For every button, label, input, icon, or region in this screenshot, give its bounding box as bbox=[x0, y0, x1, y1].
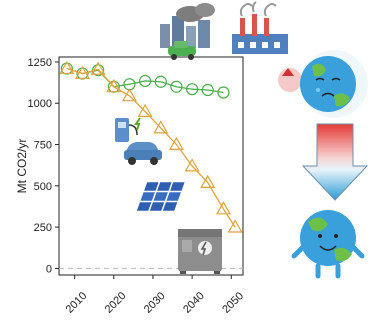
data-point bbox=[139, 74, 152, 88]
y-tick-label: 1250 bbox=[28, 57, 52, 69]
data-point bbox=[200, 174, 216, 188]
data-point bbox=[154, 75, 167, 88]
data-point bbox=[227, 219, 243, 233]
data-point bbox=[137, 103, 153, 117]
data-point bbox=[90, 61, 106, 75]
y-tick-label: 500 bbox=[34, 181, 52, 193]
data-point bbox=[168, 136, 184, 151]
x-tick-label: 2030 bbox=[142, 290, 168, 316]
downward-arrow-icon bbox=[301, 123, 369, 201]
data-point bbox=[186, 83, 199, 96]
data-point bbox=[121, 88, 138, 102]
data-point bbox=[106, 79, 122, 93]
x-tick-label: 2020 bbox=[103, 290, 129, 316]
data-point bbox=[217, 86, 230, 99]
battery-storage-icon bbox=[178, 229, 222, 274]
sad-earth-icon bbox=[278, 50, 368, 118]
x-tick-label: 2010 bbox=[64, 290, 90, 316]
factory-icon bbox=[232, 1, 288, 54]
y-axis-label: Mt CO2/yr bbox=[15, 139, 29, 194]
x-tick-label: 2040 bbox=[181, 290, 207, 316]
cityscape-icon bbox=[160, 3, 215, 60]
data-point bbox=[170, 80, 183, 93]
data-point bbox=[59, 60, 75, 75]
data-point bbox=[74, 65, 91, 79]
y-tick-label: 0 bbox=[46, 263, 52, 275]
happy-earth-icon bbox=[291, 210, 365, 279]
data-point bbox=[215, 201, 231, 215]
y-tick-label: 250 bbox=[34, 222, 52, 234]
solar-panel-icon bbox=[136, 181, 186, 212]
data-point bbox=[201, 83, 214, 97]
data-point bbox=[153, 120, 169, 134]
ev-charging-icon bbox=[115, 117, 162, 165]
series-layer bbox=[59, 60, 243, 233]
data-point bbox=[184, 158, 200, 172]
x-tick-label: 2050 bbox=[220, 290, 246, 316]
y-tick-label: 750 bbox=[34, 140, 52, 152]
y-tick-label: 1000 bbox=[28, 98, 52, 110]
